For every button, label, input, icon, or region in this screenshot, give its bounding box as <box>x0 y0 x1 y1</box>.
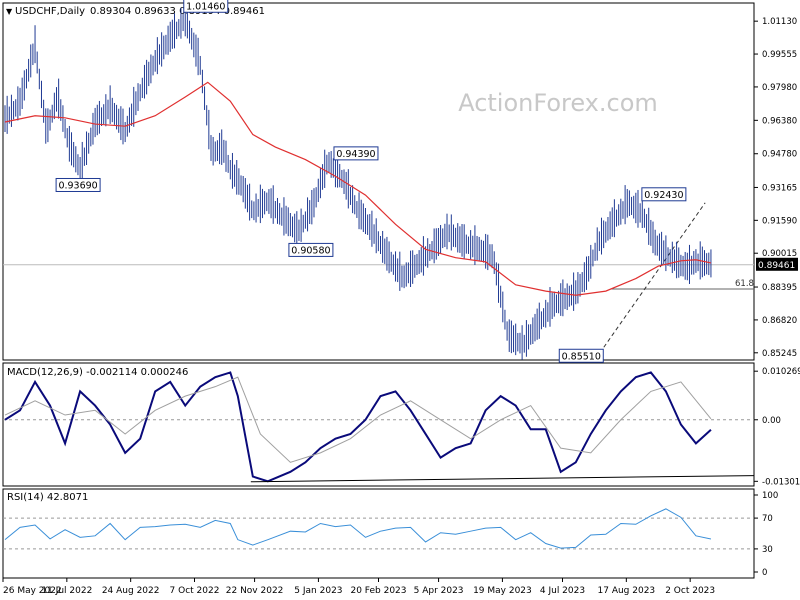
macd-tick-label: -0.013011 <box>762 477 800 487</box>
price-tick-label: 0.91590 <box>762 216 797 226</box>
price-gridlines <box>3 202 754 348</box>
price-tick-label: 1.01130 <box>762 17 797 27</box>
x-tick-label: 17 Aug 2023 <box>598 586 656 596</box>
macd-tick-label: 0.010269 <box>762 367 800 377</box>
price-tick-label: 0.96380 <box>762 116 797 126</box>
price-tick-label: 0.94780 <box>762 150 797 160</box>
price-header: ▼ USDCHF,Daily 0.89304 0.89633 0.89194 0… <box>6 6 265 17</box>
rsi-title: RSI(14) 42.8071 <box>7 492 88 503</box>
x-tick-label: 20 Feb 2023 <box>350 586 406 596</box>
price-tick-label: 0.90015 <box>762 249 797 259</box>
price-axis: 1.01130 0.99555 0.97980 0.96380 0.94780 0.931… <box>735 17 798 359</box>
price-annotation-box <box>558 348 604 363</box>
rsi-tick-label: 30 <box>762 545 773 555</box>
price-header-arrow: ▼ <box>6 7 13 16</box>
price-annotations: 1.01460 0.93690 0.94390 0.90580 0.92430 0.855… <box>55 0 687 363</box>
price-tick-label: 0.85245 <box>762 349 797 359</box>
price-annotation-label: 0.90580 <box>291 245 330 256</box>
rsi-line <box>4 508 712 549</box>
x-tick-label: 7 Oct 2022 <box>170 586 220 596</box>
rsi-panel <box>2 488 755 579</box>
price-series-group <box>4 0 712 360</box>
x-tick-label: 19 May 2023 <box>473 586 532 596</box>
price-tick-label: 0.97980 <box>762 83 797 93</box>
price-tick-label: 0.99555 <box>762 50 797 60</box>
price-annotation-label: 0.92430 <box>644 190 683 201</box>
x-tick-label: 24 Aug 2022 <box>102 586 160 596</box>
macd-trendline <box>250 475 755 483</box>
x-tick-label: 5 Jan 2023 <box>294 586 342 596</box>
price-annotation-label: 0.93690 <box>58 180 97 191</box>
price-annotation-label: 0.85510 <box>562 351 601 362</box>
rsi-tick-label: 70 <box>762 514 773 524</box>
macd-signal-line <box>4 376 712 463</box>
fib-label: 61.8 <box>735 279 754 289</box>
price-annotation-label: 0.94390 <box>336 149 375 160</box>
rsi-series-group <box>3 508 754 550</box>
macd-axis: 0.010269 0.00 -0.013011 <box>754 367 800 487</box>
macd-title: MACD(12,26,9) -0.002114 0.000246 <box>7 367 188 378</box>
price-annotation-box <box>333 146 379 161</box>
current-price-box <box>756 257 798 271</box>
price-panel <box>2 2 755 361</box>
rsi-axis: 100 70 30 0 <box>754 491 778 578</box>
macd-line <box>4 371 712 483</box>
x-tick-label: 5 Apr 2023 <box>414 586 464 596</box>
ohlc-values: 0.89304 0.89633 0.89194 0.89461 <box>90 6 265 17</box>
symbol-label: USDCHF,Daily <box>15 6 85 17</box>
macd-tick-label: 0.00 <box>762 416 781 426</box>
price-annotation-box <box>641 187 687 202</box>
current-price-label: 0.89461 <box>758 261 795 271</box>
rsi-tick-label: 0 <box>762 568 767 578</box>
x-tick-label: 26 May 2022 <box>3 586 62 596</box>
macd-panel <box>2 362 755 487</box>
x-tick-label: 22 Nov 2022 <box>226 586 284 596</box>
x-tick-label: 11 Jul 2022 <box>41 586 92 596</box>
trend-dashed-line <box>603 202 706 348</box>
rsi-tick-label: 100 <box>762 491 778 501</box>
price-tick-label: 0.86820 <box>762 316 797 326</box>
watermark: ActionForex.com <box>458 89 658 117</box>
macd-series-group <box>3 371 755 483</box>
price-annotation-label: 1.01460 <box>186 1 225 12</box>
price-annotation-box <box>183 0 229 13</box>
price-annotation-box <box>288 242 334 257</box>
price-annotation-box <box>55 177 101 192</box>
x-tick-label: 2 Oct 2023 <box>665 586 715 596</box>
price-tick-label: 0.88395 <box>762 283 797 293</box>
price-tick-label: 0.93165 <box>762 183 797 193</box>
x-tick-label: 4 Jul 2023 <box>540 586 585 596</box>
ma-line <box>4 81 712 296</box>
